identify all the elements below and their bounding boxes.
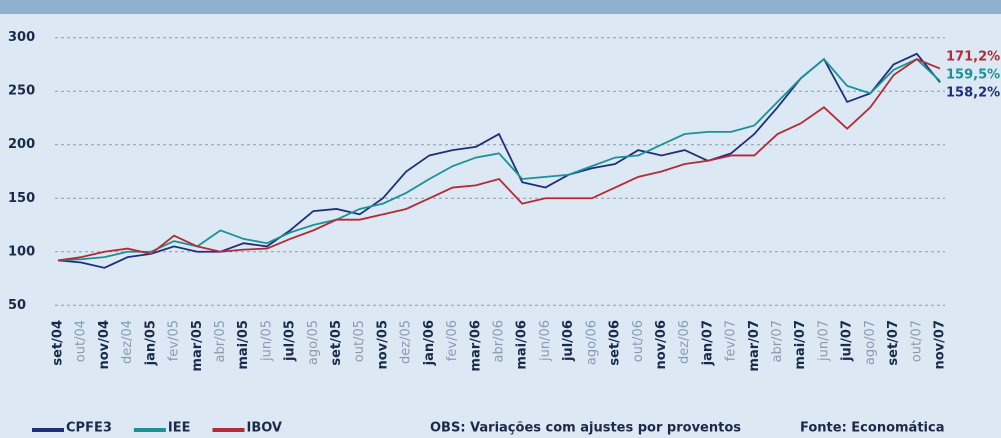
x-tick-label: jan/07 [700, 320, 715, 366]
x-tick-label: nov/05 [375, 320, 390, 370]
x-tick-label: dez/05 [399, 320, 414, 364]
x-tick-label: jul/06 [561, 320, 576, 362]
x-tick-label: jun/05 [259, 320, 274, 362]
legend-label: IBOV [246, 421, 282, 436]
x-tick-label: jul/07 [840, 320, 855, 362]
x-tick-label: set/06 [608, 320, 623, 366]
x-tick-label: jul/05 [283, 320, 298, 362]
x-tick-label: nov/04 [97, 320, 112, 370]
x-tick-label: out/06 [631, 320, 646, 362]
x-tick-label: dez/06 [677, 320, 692, 364]
y-tick-label: 50 [8, 298, 26, 313]
x-tick-label: jun/07 [816, 320, 831, 362]
series-line [57, 58, 941, 262]
x-tick-label: ago/07 [863, 320, 878, 365]
y-tick-label: 100 [8, 244, 35, 259]
y-tick-label: 300 [8, 30, 35, 45]
x-tick-label: mai/05 [236, 320, 251, 370]
x-tick-label: fev/07 [724, 320, 739, 361]
x-tick-label: out/05 [352, 320, 367, 362]
x-tick-label: mar/07 [747, 320, 762, 372]
header-band [0, 0, 1001, 14]
x-tick-label: dez/04 [120, 320, 135, 364]
x-tick-label: mai/06 [515, 320, 530, 370]
x-tick-label: ago/06 [584, 320, 599, 365]
y-tick-label: 150 [8, 191, 35, 206]
y-tick-label: 200 [8, 137, 35, 152]
note: OBS: Variações com ajustes por proventos [430, 421, 741, 436]
x-tick-label: fev/06 [445, 320, 460, 361]
x-tick-label: set/04 [51, 320, 66, 366]
x-tick-label: out/07 [909, 320, 924, 362]
x-tick-label: mar/06 [468, 320, 483, 372]
x-tick-label: nov/06 [654, 320, 669, 370]
x-tick-label: jun/06 [538, 320, 553, 362]
legend-label: IEE [168, 421, 191, 436]
x-tick-label: abr/05 [213, 320, 228, 363]
end-label: 158,2% [946, 86, 1000, 101]
source: Fonte: Economática [800, 421, 944, 436]
x-tick-label: nov/07 [933, 320, 948, 370]
x-tick-label: mai/07 [793, 320, 808, 370]
series-line [57, 52, 941, 269]
x-tick-label: abr/07 [770, 320, 785, 363]
x-tick-label: fev/05 [167, 320, 182, 361]
end-label: 171,2% [946, 50, 1000, 65]
y-tick-label: 250 [8, 84, 35, 99]
x-tick-label: jan/06 [422, 320, 437, 366]
x-tick-label: abr/06 [492, 320, 507, 363]
x-tick-label: ago/05 [306, 320, 321, 365]
x-tick-label: set/05 [329, 320, 344, 366]
x-tick-label: mar/05 [190, 320, 205, 372]
end-label: 159,5% [946, 68, 1000, 83]
legend-label: CPFE3 [66, 421, 112, 436]
x-tick-label: out/04 [74, 320, 89, 362]
series-line [57, 57, 941, 262]
x-tick-label: set/07 [886, 320, 901, 366]
x-tick-label: jan/05 [143, 320, 158, 366]
